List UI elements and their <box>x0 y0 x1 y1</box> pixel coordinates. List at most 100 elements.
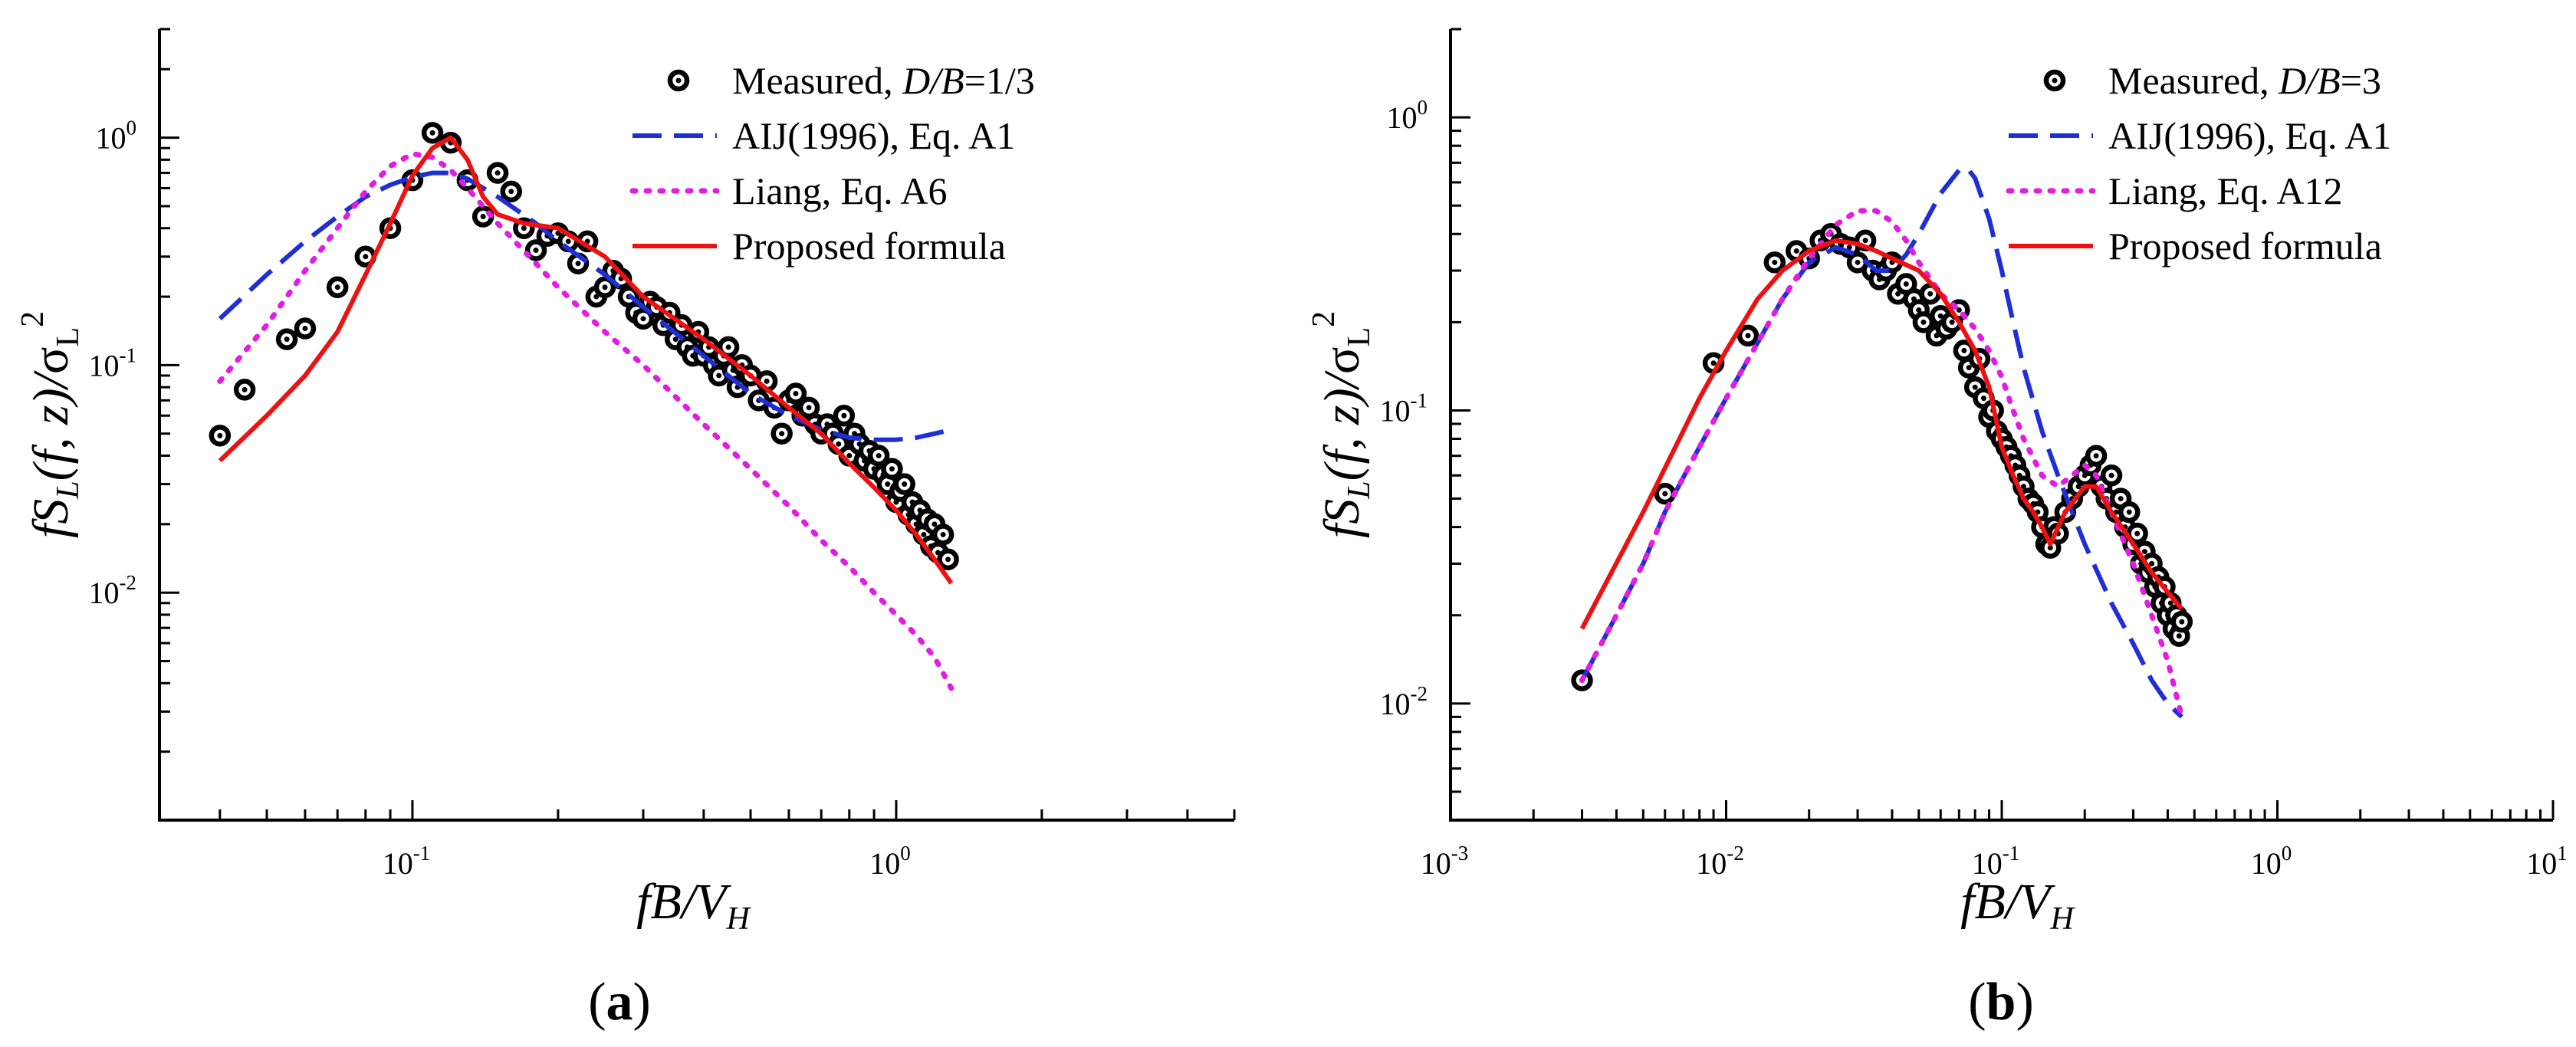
series-dotted <box>217 151 955 691</box>
series-dotted <box>1579 208 2185 720</box>
data-point-center <box>1793 248 1799 254</box>
data-point-center <box>725 344 731 350</box>
data-point-center <box>1862 238 1868 244</box>
series-markers <box>1571 223 2193 691</box>
data-point-center <box>1772 259 1778 265</box>
x-tick-label: 10-2 <box>1696 842 1744 881</box>
data-point-center <box>2020 484 2026 490</box>
data-point-center <box>1710 360 1717 366</box>
data-point-center <box>836 441 842 447</box>
legend-entry: Liang, Eq. A6 <box>629 169 948 212</box>
data-point-center <box>555 230 561 236</box>
data-point-center <box>779 431 785 437</box>
axis-lines <box>158 29 1234 822</box>
y-tick-label: 100 <box>96 117 137 156</box>
data-point-center <box>1980 395 1986 402</box>
data-point-center <box>672 336 678 343</box>
legend-entry: Proposed formula <box>2009 225 2382 267</box>
data-point-center <box>2134 530 2141 537</box>
data-point-center <box>640 316 646 322</box>
data-point-center <box>876 453 882 459</box>
x-tick-label: 10-1 <box>1972 842 2020 881</box>
x-tick-label: 100 <box>869 842 911 881</box>
legend-marker-center <box>675 77 682 84</box>
data-point-center <box>793 390 799 396</box>
data-point-center <box>932 521 938 527</box>
x-tick-label: 10-3 <box>1421 842 1469 881</box>
legend-label: AIJ(1996), Eq. A1 <box>732 114 1015 157</box>
data-point-center <box>2176 633 2182 639</box>
legend-label: Liang, Eq. A6 <box>732 169 948 212</box>
data-point-center <box>2118 496 2124 502</box>
y-axis-label: fSL(f, z)/σL2 <box>1306 311 1377 538</box>
data-point-center <box>1903 281 1909 287</box>
x-axis-label: fB/VH <box>1960 874 2075 937</box>
x-tick-label: 101 <box>2526 842 2568 881</box>
y-axis-label: fSL(f, z)/σL2 <box>15 311 86 538</box>
y-tick-label: 10-1 <box>89 343 137 382</box>
data-point-center <box>1966 365 1972 371</box>
data-point-center <box>521 225 527 231</box>
data-point-center <box>2141 549 2147 555</box>
legend-label: Proposed formula <box>2108 225 2382 267</box>
data-point-center <box>1662 491 1668 497</box>
data-point-center <box>1846 245 1852 251</box>
legend-label: Proposed formula <box>732 225 1006 267</box>
panel-label: (b) <box>1968 973 2034 1032</box>
y-tick-label: 100 <box>1387 96 1428 135</box>
data-point-center <box>841 412 847 418</box>
legend-entry: AIJ(1996), Eq. A1 <box>632 114 1015 157</box>
data-point-center <box>533 247 539 253</box>
data-point-center <box>764 378 770 384</box>
legend-label: AIJ(1996), Eq. A1 <box>2108 114 2391 157</box>
data-point-center <box>602 284 608 290</box>
data-point-center <box>1745 333 1751 339</box>
data-point-center <box>846 453 853 459</box>
panel-label: (a) <box>588 973 651 1032</box>
data-point-center <box>565 238 571 245</box>
data-point-center <box>1949 319 1955 325</box>
legend-entry: Liang, Eq. A12 <box>2006 169 2343 212</box>
data-point-center <box>575 261 581 267</box>
data-point-center <box>885 481 891 487</box>
series-solid <box>1579 238 2184 630</box>
data-point-center <box>242 386 248 392</box>
data-point-center <box>2149 560 2155 566</box>
data-point-center <box>921 531 927 537</box>
data-point-center <box>1961 347 1967 353</box>
series-dashed <box>1579 166 2183 719</box>
series-solid <box>218 135 954 585</box>
series-line <box>218 135 954 585</box>
data-point-center <box>495 170 501 176</box>
y-tick-label: 10-2 <box>1380 682 1428 721</box>
data-point-center <box>945 556 951 563</box>
y-tick-label: 10-1 <box>1380 389 1428 428</box>
x-tick-label: 10-1 <box>383 842 431 881</box>
legend-entry: Measured, D/B=3 <box>2043 59 2381 102</box>
data-point-center <box>902 481 908 487</box>
legend-label: Measured, D/B=1/3 <box>732 59 1035 102</box>
data-point-center <box>508 189 514 195</box>
x-axis-label: fB/VH <box>636 874 751 937</box>
data-point-center <box>363 254 369 260</box>
series-line <box>1579 166 2183 719</box>
series-line <box>217 151 955 691</box>
data-point-center <box>334 284 340 290</box>
series-line <box>1579 238 2184 630</box>
chart-panel-a: 10-1 100 10-2 10-1 100 fB/VH fSL(f, z)/σL2 (a) M… <box>15 28 1236 1032</box>
data-point-center <box>806 405 812 411</box>
data-point-center <box>480 214 486 220</box>
data-point-center <box>1956 307 1962 313</box>
data-point-center <box>2167 600 2174 606</box>
data-point-center <box>1937 313 1944 319</box>
data-point-center <box>2093 453 2099 459</box>
data-point-center <box>429 130 435 136</box>
data-point-center <box>1916 307 1922 313</box>
data-point-center <box>302 326 308 332</box>
data-point-center <box>1927 290 1934 297</box>
data-point-center <box>716 373 722 379</box>
data-point-center <box>217 432 223 438</box>
data-point-center <box>889 466 895 472</box>
series-dashed <box>218 170 952 442</box>
